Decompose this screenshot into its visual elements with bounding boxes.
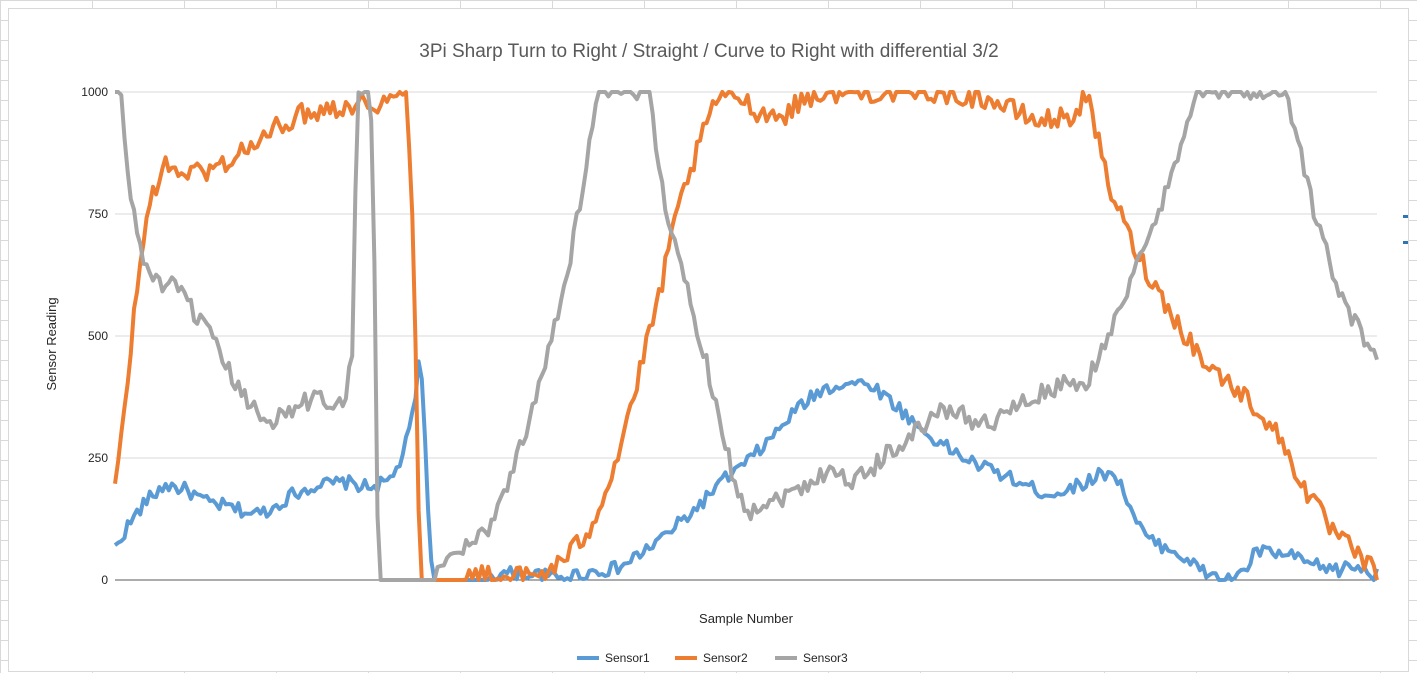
y-tick-label: 0 <box>101 573 108 587</box>
legend-label: Sensor2 <box>703 651 748 665</box>
series-line-sensor1 <box>113 359 1379 582</box>
edge-marker <box>1403 241 1408 244</box>
legend-item-sensor3: Sensor3 <box>775 651 848 665</box>
y-tick-label: 1000 <box>81 85 108 99</box>
chart-title: 3Pi Sharp Turn to Right / Straight / Cur… <box>419 41 998 62</box>
y-tick-label: 250 <box>88 451 108 465</box>
legend-label: Sensor3 <box>803 651 848 665</box>
chart-area[interactable]: 3Pi Sharp Turn to Right / Straight / Cur… <box>8 8 1409 672</box>
line-chart: 3Pi Sharp Turn to Right / Straight / Cur… <box>44 41 1379 665</box>
legend: Sensor1 Sensor2 Sensor3 <box>577 651 848 665</box>
x-axis-title: Sample Number <box>699 611 794 626</box>
series-line-sensor3 <box>115 90 1379 582</box>
legend-label: Sensor1 <box>605 651 650 665</box>
legend-item-sensor1: Sensor1 <box>577 651 650 665</box>
edge-marker <box>1403 215 1408 218</box>
gridlines <box>115 91 1377 459</box>
y-tick-label: 750 <box>88 207 108 221</box>
series-lines <box>113 90 1379 582</box>
y-tick-label: 500 <box>88 329 108 343</box>
series-line-sensor2 <box>113 90 1379 582</box>
legend-item-sensor2: Sensor2 <box>675 651 748 665</box>
y-tick-labels: 0 250 500 750 1000 <box>81 85 108 587</box>
y-axis-title: Sensor Reading <box>44 297 59 390</box>
